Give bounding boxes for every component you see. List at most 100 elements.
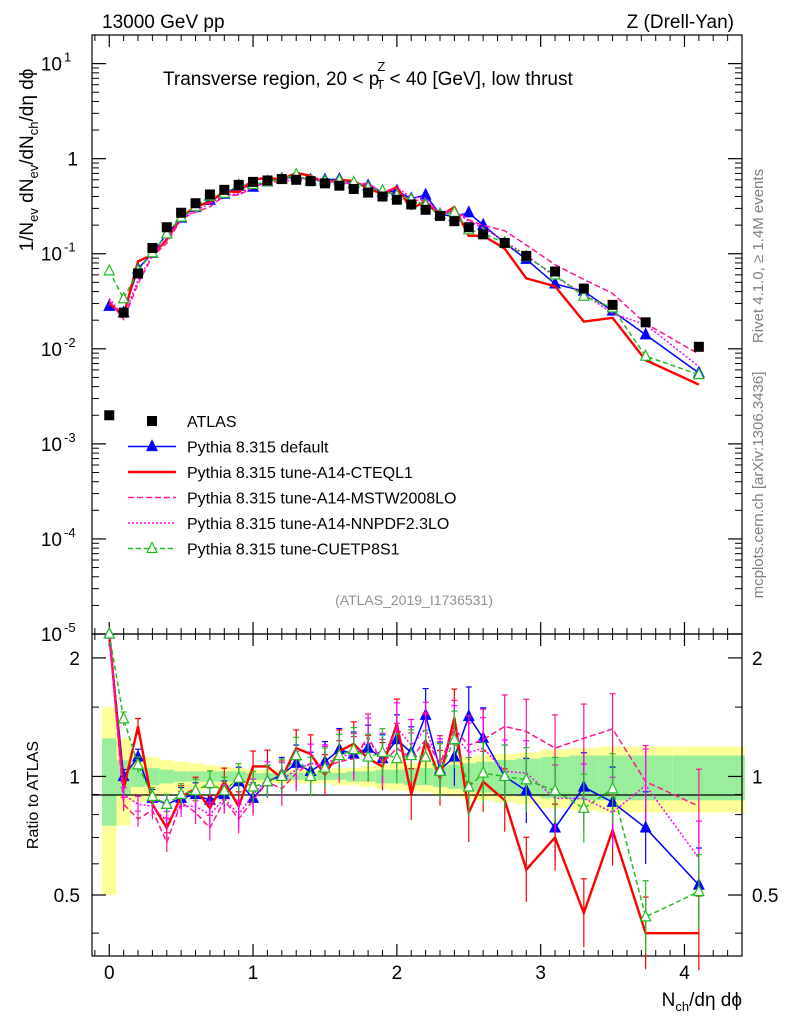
marker-0-25	[462, 205, 475, 218]
marker-4-60	[477, 765, 490, 778]
ratio-y-axis-label: Ratio to ATLAS	[25, 741, 42, 849]
marker-4-66	[639, 909, 652, 922]
inner-band-5	[173, 771, 189, 782]
atlas-point-15	[319, 178, 330, 189]
marker-4-47	[290, 748, 303, 761]
atlas-point-16	[334, 180, 345, 191]
atlas-point-27	[499, 237, 510, 248]
atlas-point-13	[291, 174, 302, 185]
inner-band-33	[672, 755, 745, 801]
marker-4-42	[218, 783, 231, 796]
atlas-point-23	[435, 210, 446, 221]
y-tick-label-2: 10	[41, 245, 62, 266]
atlas-point-19	[377, 191, 388, 202]
y-tick-exp-5: -4	[64, 525, 76, 540]
atlas-point-31	[607, 299, 618, 310]
ratio-line-4	[108, 633, 700, 918]
marker-4-61	[498, 769, 511, 782]
x-tick-label-4: 4	[679, 963, 690, 984]
x-tick-label-3: 3	[535, 963, 546, 984]
y-tick-exp-2: -1	[64, 240, 76, 255]
atlas-point-3	[147, 242, 158, 253]
title-sup: Z	[377, 59, 385, 74]
marker-4-1	[117, 291, 130, 304]
title-pre: Transverse region, 20 < p	[163, 69, 379, 90]
x-axis-label: Nch/dη dϕ	[662, 990, 742, 1014]
mcplots-label: mcplots.cern.ch [arXiv:1306.3436]	[750, 372, 767, 599]
atlas-point-1	[118, 307, 129, 318]
y-tick-exp-4: -3	[64, 430, 76, 445]
inner-band-2	[130, 766, 146, 788]
y-tick-label-3: 10	[41, 340, 62, 361]
marker-4-32	[639, 348, 652, 361]
marker-4-4	[160, 226, 173, 239]
y-tick-label-1: 1	[67, 150, 78, 171]
ratio-line-2	[108, 633, 700, 845]
ratio-tick-label-r-1: 1	[752, 767, 763, 788]
marker-4-57	[434, 764, 446, 776]
atlas-point-24	[449, 216, 460, 227]
atlas-point-25	[463, 222, 474, 233]
title-sub: T	[376, 77, 384, 92]
legend-label-1: Pythia 8.315 default	[187, 440, 329, 457]
marker-4-36	[132, 757, 144, 770]
legend-label-2: Pythia 8.315 tune-A14-CTEQL1	[187, 465, 413, 482]
atlas-point-30	[578, 283, 589, 294]
y-tick-exp-3: -2	[64, 335, 76, 350]
legend: ATLAS Pythia 8.315 default Pythia 8.315 tu…	[128, 414, 456, 559]
ratio-tick-label-r-2: 2	[752, 649, 763, 670]
x-tick-label-1: 1	[248, 963, 259, 984]
marker-4-44	[247, 779, 260, 792]
marker-4-56	[419, 749, 432, 762]
atlas-point-26	[478, 229, 489, 240]
legend-label-4: Pythia 8.315 tune-A14-NNPDF2.3LO	[187, 516, 449, 533]
marker-4-65	[606, 781, 619, 794]
atlas-point-33	[693, 341, 704, 352]
marker-4-58	[448, 732, 461, 745]
y-tick-exp-0: 1	[64, 50, 71, 65]
marker-4-35	[117, 711, 130, 724]
inner-band-6	[188, 771, 203, 782]
title-post: < 40 [GeV], low thrust	[384, 69, 573, 90]
x-tick-label-2: 2	[392, 963, 403, 984]
reference-label: (ATLAS_2019_I1736531)	[335, 592, 493, 608]
atlas-point-12	[276, 174, 287, 185]
marker-4-52	[362, 749, 375, 762]
atlas-point-5	[176, 207, 187, 218]
atlas-point-14	[305, 176, 316, 187]
rivet-label: Rivet 4.1.0, ≥ 1.4M events	[750, 169, 767, 343]
atlas-point-11	[262, 175, 273, 186]
inner-band-0	[102, 738, 117, 826]
marker-4-0	[103, 263, 116, 276]
marker-4-30	[577, 288, 590, 301]
marker-4-46	[275, 769, 288, 782]
atlas-point-4	[161, 222, 172, 233]
atlas-point-2	[133, 268, 144, 279]
marker-4-49	[318, 760, 331, 773]
marker-4-62	[520, 772, 533, 785]
marker-4-39	[175, 787, 188, 800]
y-axis-label: 1/Nev dNev/dNch/dη dϕ	[17, 69, 41, 252]
marker-4-55	[405, 748, 418, 761]
atlas-point-17	[348, 183, 359, 194]
marker-4-67	[692, 884, 705, 897]
chart-title: Transverse region, 20 < pZ T < 40 [GeV], …	[163, 59, 573, 92]
marker-4-64	[577, 800, 590, 813]
legend-marker-0	[147, 416, 157, 426]
legend-label-5: Pythia 8.315 tune-CUETP8S1	[187, 542, 400, 559]
atlas-point-29	[550, 266, 561, 277]
ratio-tick-label-l-0.5: 0.5	[54, 886, 80, 907]
marker-4-59	[462, 779, 475, 792]
y-tick-label-0: 10	[41, 55, 62, 76]
atlas-point-10	[248, 176, 259, 187]
marker-4-51	[347, 742, 360, 755]
atlas-point-0	[104, 410, 115, 421]
y-tick-label-6: 10	[41, 625, 62, 646]
legend-tri-5	[146, 541, 158, 554]
marker-4-37	[146, 789, 159, 801]
marker-0-22	[419, 187, 432, 200]
legend-label-3: Pythia 8.315 tune-A14-MSTW2008LO	[187, 491, 456, 508]
marker-4-50	[333, 748, 346, 761]
atlas-point-18	[363, 187, 374, 198]
